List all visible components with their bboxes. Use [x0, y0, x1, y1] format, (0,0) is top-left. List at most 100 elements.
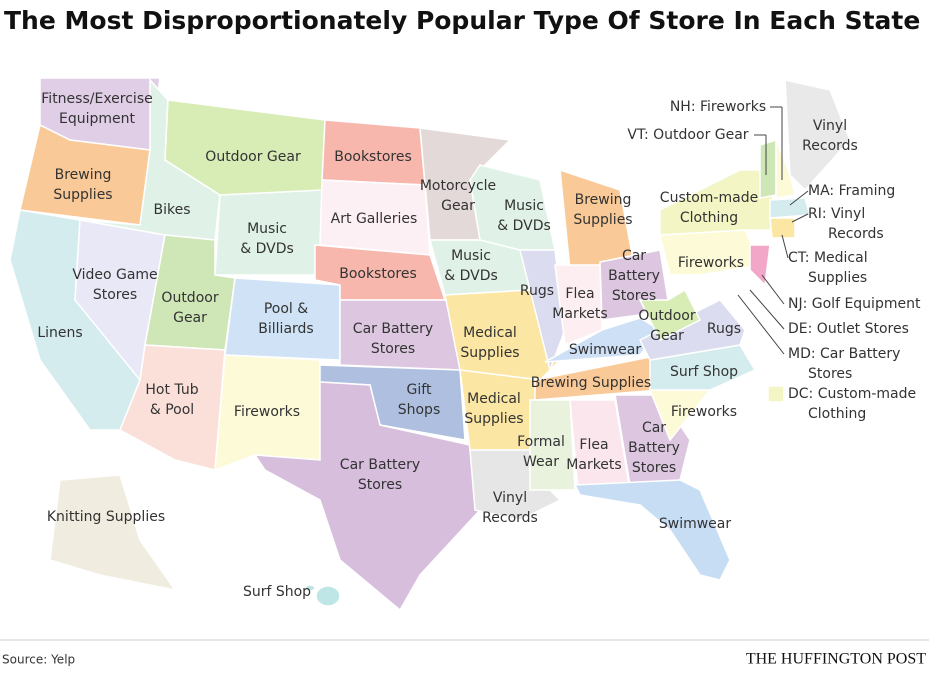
- leader-line: [761, 274, 785, 305]
- state-label: Car: [622, 248, 646, 264]
- state-label: Bikes: [153, 202, 190, 218]
- state-label: Supplies: [53, 187, 112, 203]
- state-label: Fitness/Exercise: [41, 91, 152, 107]
- state-label: Music: [247, 221, 287, 237]
- leader-line: [749, 289, 785, 330]
- state-label: Vinyl: [813, 118, 847, 134]
- state-label: Stores: [93, 287, 137, 303]
- callout-label: Supplies: [808, 270, 867, 286]
- state-label: Supplies: [460, 345, 519, 361]
- state-label: Motorcycle: [420, 178, 496, 194]
- state-label: Fireworks: [234, 404, 300, 420]
- callout-label: Records: [828, 226, 884, 242]
- state-label: Flea: [565, 286, 594, 302]
- state-label: Car Battery: [340, 457, 420, 473]
- state-label: Gear: [650, 328, 684, 344]
- state: [315, 585, 341, 607]
- state-label: Markets: [566, 457, 621, 473]
- state-label: Records: [802, 138, 858, 154]
- state-label: Rugs: [520, 283, 554, 299]
- state-label: Video Game: [72, 267, 157, 283]
- state: [544, 317, 662, 363]
- state-label: Custom-made: [660, 190, 758, 206]
- state-label: Music: [451, 248, 491, 264]
- state-label: Rugs: [707, 321, 741, 337]
- state-label: Outdoor: [161, 290, 218, 306]
- state-label: Brewing: [55, 167, 112, 183]
- state-label: Battery: [608, 268, 660, 284]
- state-label: Stores: [371, 341, 415, 357]
- state-label: Stores: [632, 460, 676, 476]
- callout-label: MA: Framing: [808, 183, 895, 199]
- brand: THE HUFFINGTON POST: [746, 651, 926, 668]
- state-label: Car Battery: [353, 321, 433, 337]
- leader-lines: [737, 106, 809, 355]
- state-label: Flea: [579, 437, 608, 453]
- state: [749, 244, 771, 287]
- state-label: Battery: [628, 440, 680, 456]
- state-label: Gift: [407, 382, 432, 398]
- state-label: Supplies: [573, 212, 632, 228]
- state-label: Clothing: [680, 210, 738, 226]
- state-label: Markets: [552, 306, 607, 322]
- state: [519, 249, 566, 373]
- leader-line: [781, 234, 789, 259]
- leader-line: [737, 294, 785, 355]
- state: [775, 139, 796, 199]
- state-label: Surf Shop: [243, 584, 311, 600]
- state-label: Brewing Supplies: [531, 375, 651, 391]
- state-label: Art Galleries: [331, 211, 418, 227]
- state: [769, 217, 796, 239]
- state-label: Bookstores: [339, 266, 417, 282]
- state-label: Fireworks: [678, 255, 744, 271]
- source: Source: Yelp: [2, 653, 75, 667]
- state-label: Shops: [398, 402, 441, 418]
- callout-label: DE: Outlet Stores: [788, 321, 909, 337]
- state-label: Supplies: [464, 411, 523, 427]
- state-label: Swimwear: [659, 516, 732, 532]
- state-label: Outdoor Gear: [205, 149, 301, 165]
- state-label: Linens: [37, 325, 82, 341]
- state: [784, 79, 851, 192]
- callout-label: Stores: [808, 366, 852, 382]
- state-label: Vinyl: [493, 490, 527, 506]
- state-label: Music: [504, 198, 544, 214]
- state-label: Medical: [463, 325, 517, 341]
- state: [759, 138, 777, 199]
- state-label: & DVDs: [444, 268, 498, 284]
- state-label: Swimwear: [569, 342, 642, 358]
- state-label: Outdoor: [638, 308, 695, 324]
- state-label: Knitting Supplies: [47, 509, 165, 525]
- leader-line: [791, 213, 809, 223]
- state-label: Equipment: [59, 111, 136, 127]
- state: [769, 197, 811, 219]
- state-label: Gear: [173, 310, 207, 326]
- state-label: & DVDs: [497, 218, 551, 234]
- state-label: Pool &: [264, 301, 308, 317]
- state-label: Formal: [517, 434, 565, 450]
- title: The Most Disproportionately Popular Type…: [4, 6, 920, 35]
- state: [224, 277, 341, 361]
- state-label: Fireworks: [671, 404, 737, 420]
- state-label: Surf Shop: [670, 364, 738, 380]
- callout-label: VT: Outdoor Gear: [627, 127, 748, 143]
- states: [9, 77, 851, 612]
- callout-label: MD: Car Battery: [788, 346, 900, 362]
- state: [638, 288, 702, 342]
- callout-label: CT: Medical: [788, 250, 868, 266]
- callout-label: RI: Vinyl: [808, 206, 865, 222]
- state-label: & Pool: [150, 402, 194, 418]
- callout-label: NH: Fireworks: [670, 99, 766, 115]
- state-label: Stores: [612, 288, 656, 304]
- state-label: Stores: [358, 477, 402, 493]
- state-label: Records: [482, 510, 538, 526]
- callout-label: NJ: Golf Equipment: [788, 296, 921, 312]
- state-label: Billiards: [258, 321, 313, 337]
- state-label: & DVDs: [240, 241, 294, 257]
- state: [638, 299, 746, 361]
- leader-line: [789, 190, 809, 206]
- state-label: Bookstores: [334, 149, 412, 165]
- legend-swatch: [767, 385, 785, 403]
- state-label: Hot Tub: [145, 382, 198, 398]
- callout-label: Clothing: [808, 406, 866, 422]
